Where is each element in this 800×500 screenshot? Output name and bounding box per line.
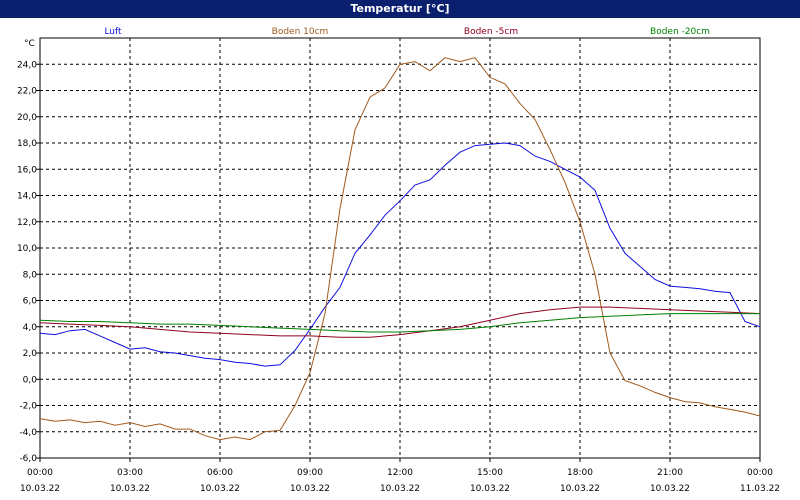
y-tick-label: 10,0 bbox=[17, 244, 37, 254]
x-tick-time: 03:00 bbox=[117, 468, 143, 478]
x-tick-time: 15:00 bbox=[477, 468, 503, 478]
x-tick-date: 10.03.22 bbox=[560, 484, 600, 494]
legend-entry: Boden -20cm bbox=[650, 27, 710, 37]
series-line bbox=[39, 306, 761, 338]
y-tick-label: 12,0 bbox=[17, 218, 37, 228]
legend-entry: Luft bbox=[104, 27, 122, 37]
series-line bbox=[39, 313, 760, 333]
y-tick-label: 14,0 bbox=[17, 192, 37, 202]
series-line bbox=[39, 57, 761, 441]
series-line bbox=[39, 142, 761, 367]
temperature-chart: -6,0 -4,0 -2,0 0,0 2,0 4,0 6,0 8,0 10,0 12,0 14,0 1… bbox=[17, 27, 780, 494]
x-tick-date: 10.03.22 bbox=[110, 484, 150, 494]
x-tick-date: 10.03.22 bbox=[650, 484, 690, 494]
x-tick-time: 00:00 bbox=[747, 468, 773, 478]
x-tick-time: 09:00 bbox=[297, 468, 323, 478]
y-tick-label: -4,0 bbox=[19, 428, 37, 438]
y-tick-label: 22,0 bbox=[17, 87, 37, 97]
x-tick-time: 12:00 bbox=[387, 468, 413, 478]
y-tick-label: 20,0 bbox=[17, 113, 37, 123]
y-tick-label: 18,0 bbox=[17, 139, 37, 149]
chart-title: Temperatur [°C] bbox=[0, 0, 800, 18]
x-tick-date: 11.03.22 bbox=[740, 484, 780, 494]
y-tick-label: 8,0 bbox=[23, 270, 38, 280]
x-tick-date: 10.03.22 bbox=[200, 484, 240, 494]
y-tick-label: 4,0 bbox=[23, 323, 38, 333]
legend-entry: Boden -5cm bbox=[464, 27, 518, 37]
y-tick-label: 6,0 bbox=[23, 297, 38, 307]
y-tick-label: -2,0 bbox=[19, 402, 37, 412]
x-tick-time: 21:00 bbox=[657, 468, 683, 478]
legend-entry: Boden 10cm bbox=[272, 27, 329, 37]
y-tick-label: -6,0 bbox=[19, 454, 37, 464]
x-tick-time: 18:00 bbox=[567, 468, 593, 478]
y-tick-label: 16,0 bbox=[17, 165, 37, 175]
y-axis-unit: °C bbox=[24, 39, 35, 49]
x-tick-date: 10.03.22 bbox=[20, 484, 60, 494]
y-tick-label: 0,0 bbox=[23, 375, 38, 385]
x-tick-date: 10.03.22 bbox=[380, 484, 420, 494]
x-tick-date: 10.03.22 bbox=[470, 484, 510, 494]
y-tick-label: 2,0 bbox=[23, 349, 38, 359]
x-tick-time: 00:00 bbox=[27, 468, 53, 478]
x-tick-time: 06:00 bbox=[207, 468, 233, 478]
plot-frame bbox=[39, 37, 761, 459]
x-tick-date: 10.03.22 bbox=[290, 484, 330, 494]
y-tick-label: 24,0 bbox=[17, 60, 37, 70]
